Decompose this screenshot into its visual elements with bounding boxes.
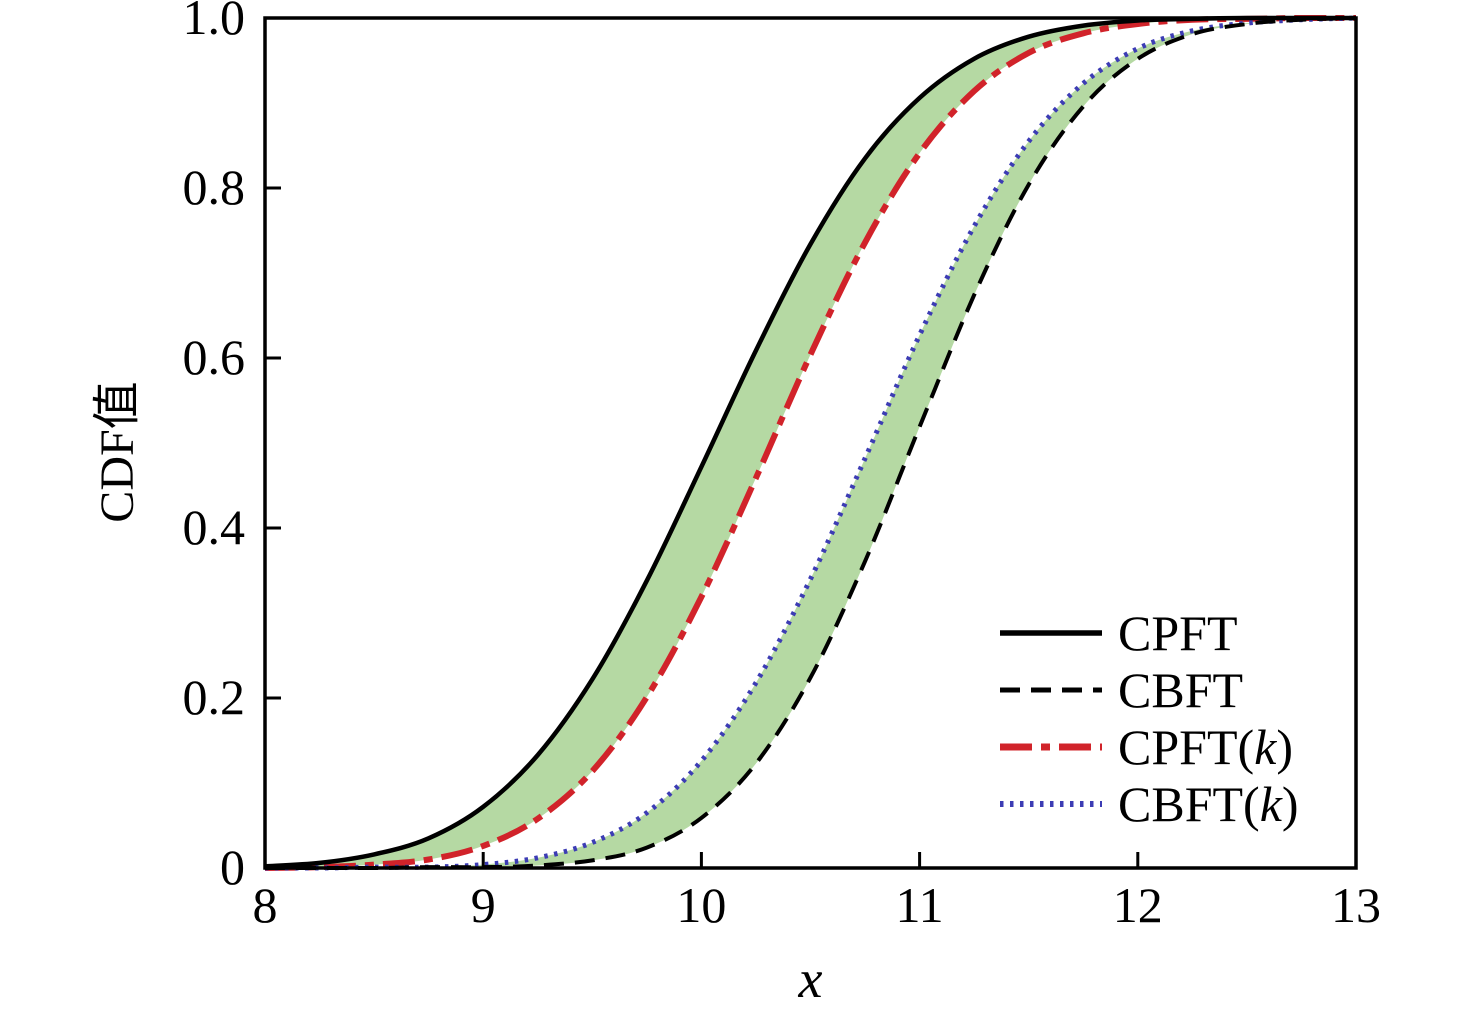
y-tick-label: 0.8 [183, 159, 246, 215]
y-tick-label: 1.0 [183, 0, 246, 45]
y-tick-label: 0.2 [183, 669, 246, 725]
legend-label: CPFT(k) [1118, 719, 1293, 775]
x-tick-label: 9 [471, 877, 496, 933]
curve-CPFTk [264, 14, 1357, 871]
legend-label: CBFT(k) [1118, 776, 1299, 832]
legend-label: CBFT [1118, 662, 1243, 718]
y-axis-label: CDF值 [91, 381, 144, 523]
legend-item: CBFT(k) [1000, 776, 1299, 832]
x-tick-label: 8 [253, 877, 278, 933]
plot-border [263, 16, 1358, 870]
legend-item: CPFT [1000, 605, 1238, 661]
y-tick-label: 0.6 [183, 329, 246, 385]
x-axis-label: x [798, 949, 823, 1009]
x-tick-label: 12 [1113, 877, 1163, 933]
x-tick-label: 10 [676, 877, 726, 933]
y-tick-label: 0 [220, 839, 245, 895]
curve-CPFT [264, 15, 1356, 869]
y-tick-label: 0.4 [183, 499, 246, 555]
legend-item: CBFT [1000, 662, 1243, 718]
x-tick-label: 13 [1331, 877, 1381, 933]
curve-CBFT [265, 16, 1357, 871]
x-tick-label: 11 [896, 877, 944, 933]
legend-label: CPFT [1118, 605, 1238, 661]
legend-item: CPFT(k) [1000, 719, 1293, 775]
